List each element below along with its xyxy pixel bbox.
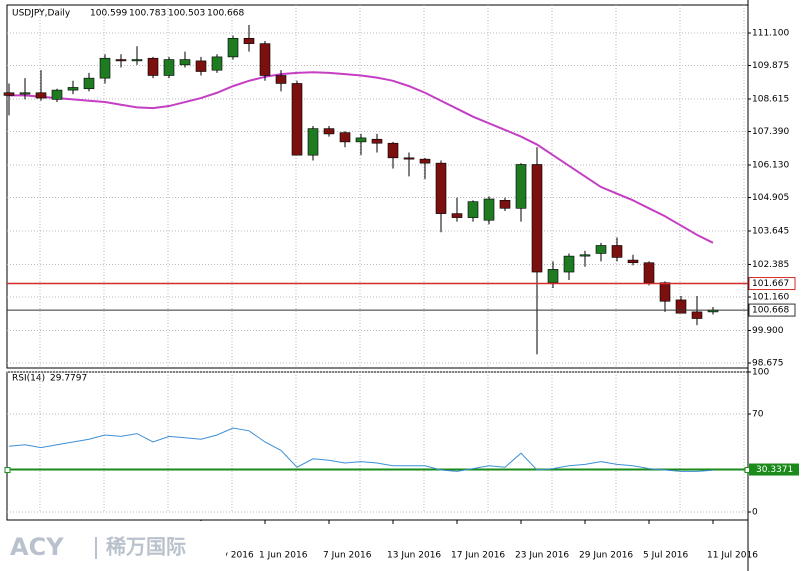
candle-body bbox=[371, 138, 383, 144]
x-tick-label: 23 Jun 2016 bbox=[515, 551, 569, 561]
candle-body bbox=[131, 59, 143, 62]
candle-body bbox=[243, 38, 255, 44]
chart-title: USDJPY,Daily bbox=[12, 9, 71, 19]
y-tick-label: 103.645 bbox=[752, 227, 789, 237]
logo-backdrop bbox=[0, 521, 226, 571]
price-label-box bbox=[748, 303, 796, 317]
y-tick-label: 107.390 bbox=[752, 127, 789, 137]
x-tick-label: 7 Jun 2016 bbox=[323, 551, 372, 561]
candle-body bbox=[515, 164, 527, 209]
plot: 111.100 109.875 108.615 107.390 106.130 104.9… bbox=[3, 5, 799, 561]
candle-body bbox=[195, 60, 207, 72]
candle-body bbox=[147, 57, 159, 76]
candle-body bbox=[451, 213, 463, 218]
x-tick-label: 1 Jun 2016 bbox=[259, 551, 308, 561]
price-label: 100.668 bbox=[752, 306, 789, 316]
level-handle bbox=[4, 467, 11, 474]
candle-body bbox=[675, 299, 687, 314]
y-tick-label: 102.385 bbox=[752, 260, 789, 270]
candle-body bbox=[35, 92, 47, 99]
rsi-value: 29.7797 bbox=[50, 374, 87, 384]
candle-body bbox=[483, 198, 495, 221]
y-tick-label: 111.100 bbox=[752, 28, 789, 38]
candle-body bbox=[323, 128, 335, 135]
candle-body bbox=[419, 158, 431, 164]
candle-body bbox=[19, 92, 31, 95]
candle-body bbox=[611, 245, 623, 258]
candle-body bbox=[627, 259, 639, 264]
x-tick-label: 17 Jun 2016 bbox=[451, 551, 505, 561]
open-value: 100.599 bbox=[90, 9, 127, 19]
rsi-line bbox=[8, 427, 714, 472]
candle-body bbox=[307, 128, 319, 156]
candle-body bbox=[3, 92, 15, 96]
low-value: 100.503 bbox=[168, 9, 205, 19]
level-label-box bbox=[749, 463, 799, 476]
y-tick-label: 0 bbox=[752, 508, 758, 518]
candle-body bbox=[115, 59, 127, 62]
y-tick-label: 99.900 bbox=[752, 326, 784, 336]
candle-body bbox=[211, 56, 223, 71]
candle-body bbox=[579, 254, 591, 257]
price-label: 101.667 bbox=[752, 279, 789, 289]
candle-body bbox=[51, 89, 63, 100]
candle-body bbox=[595, 245, 607, 254]
candle-body bbox=[227, 38, 239, 58]
candle-body bbox=[291, 83, 303, 156]
y-tick-label: 101.160 bbox=[752, 293, 789, 303]
candle-body bbox=[563, 255, 575, 273]
y-tick-label: 104.905 bbox=[752, 193, 789, 203]
candle-body bbox=[467, 201, 479, 218]
candle-body bbox=[355, 137, 367, 143]
candle-body bbox=[275, 75, 287, 84]
candle-body bbox=[547, 269, 559, 283]
candle-body bbox=[531, 164, 543, 273]
candle-body bbox=[435, 162, 447, 214]
candle-body bbox=[339, 132, 351, 143]
level-label: 30.3371 bbox=[756, 465, 793, 475]
y-tick-label: 70 bbox=[752, 410, 764, 420]
logo-brand: ACY bbox=[10, 533, 64, 561]
rsi-title: RSI(14) bbox=[12, 374, 45, 384]
y-tick-label: 98.675 bbox=[752, 359, 784, 369]
x-tick-label: 13 Jun 2016 bbox=[387, 551, 441, 561]
candle-body bbox=[403, 157, 415, 160]
candle-body bbox=[691, 311, 703, 319]
candle-body bbox=[67, 87, 79, 91]
candle-body bbox=[659, 282, 671, 302]
candle-body bbox=[179, 59, 191, 66]
price-label-box bbox=[748, 277, 796, 291]
y-tick-label: 100 bbox=[752, 368, 769, 378]
candle-body bbox=[643, 262, 655, 283]
x-tick-label: 11 Jul 2016 bbox=[707, 551, 758, 561]
close-value: 100.668 bbox=[207, 9, 244, 19]
high-value: 100.783 bbox=[129, 9, 166, 19]
x-tick-label: 29 Jun 2016 bbox=[579, 551, 633, 561]
y-tick-label: 108.615 bbox=[752, 94, 789, 104]
candle-body bbox=[259, 43, 271, 76]
y-tick-label: 109.875 bbox=[752, 61, 789, 71]
moving-average bbox=[9, 71, 714, 244]
y-tick-label: 106.130 bbox=[752, 160, 789, 170]
logo-name: 稀万国际 bbox=[106, 535, 186, 559]
candle-body bbox=[83, 77, 95, 90]
candle-body bbox=[499, 200, 511, 209]
candle-body bbox=[163, 59, 175, 76]
candle-body bbox=[99, 57, 111, 79]
candle-body bbox=[387, 142, 399, 159]
x-tick-label: 5 Jul 2016 bbox=[643, 551, 688, 561]
